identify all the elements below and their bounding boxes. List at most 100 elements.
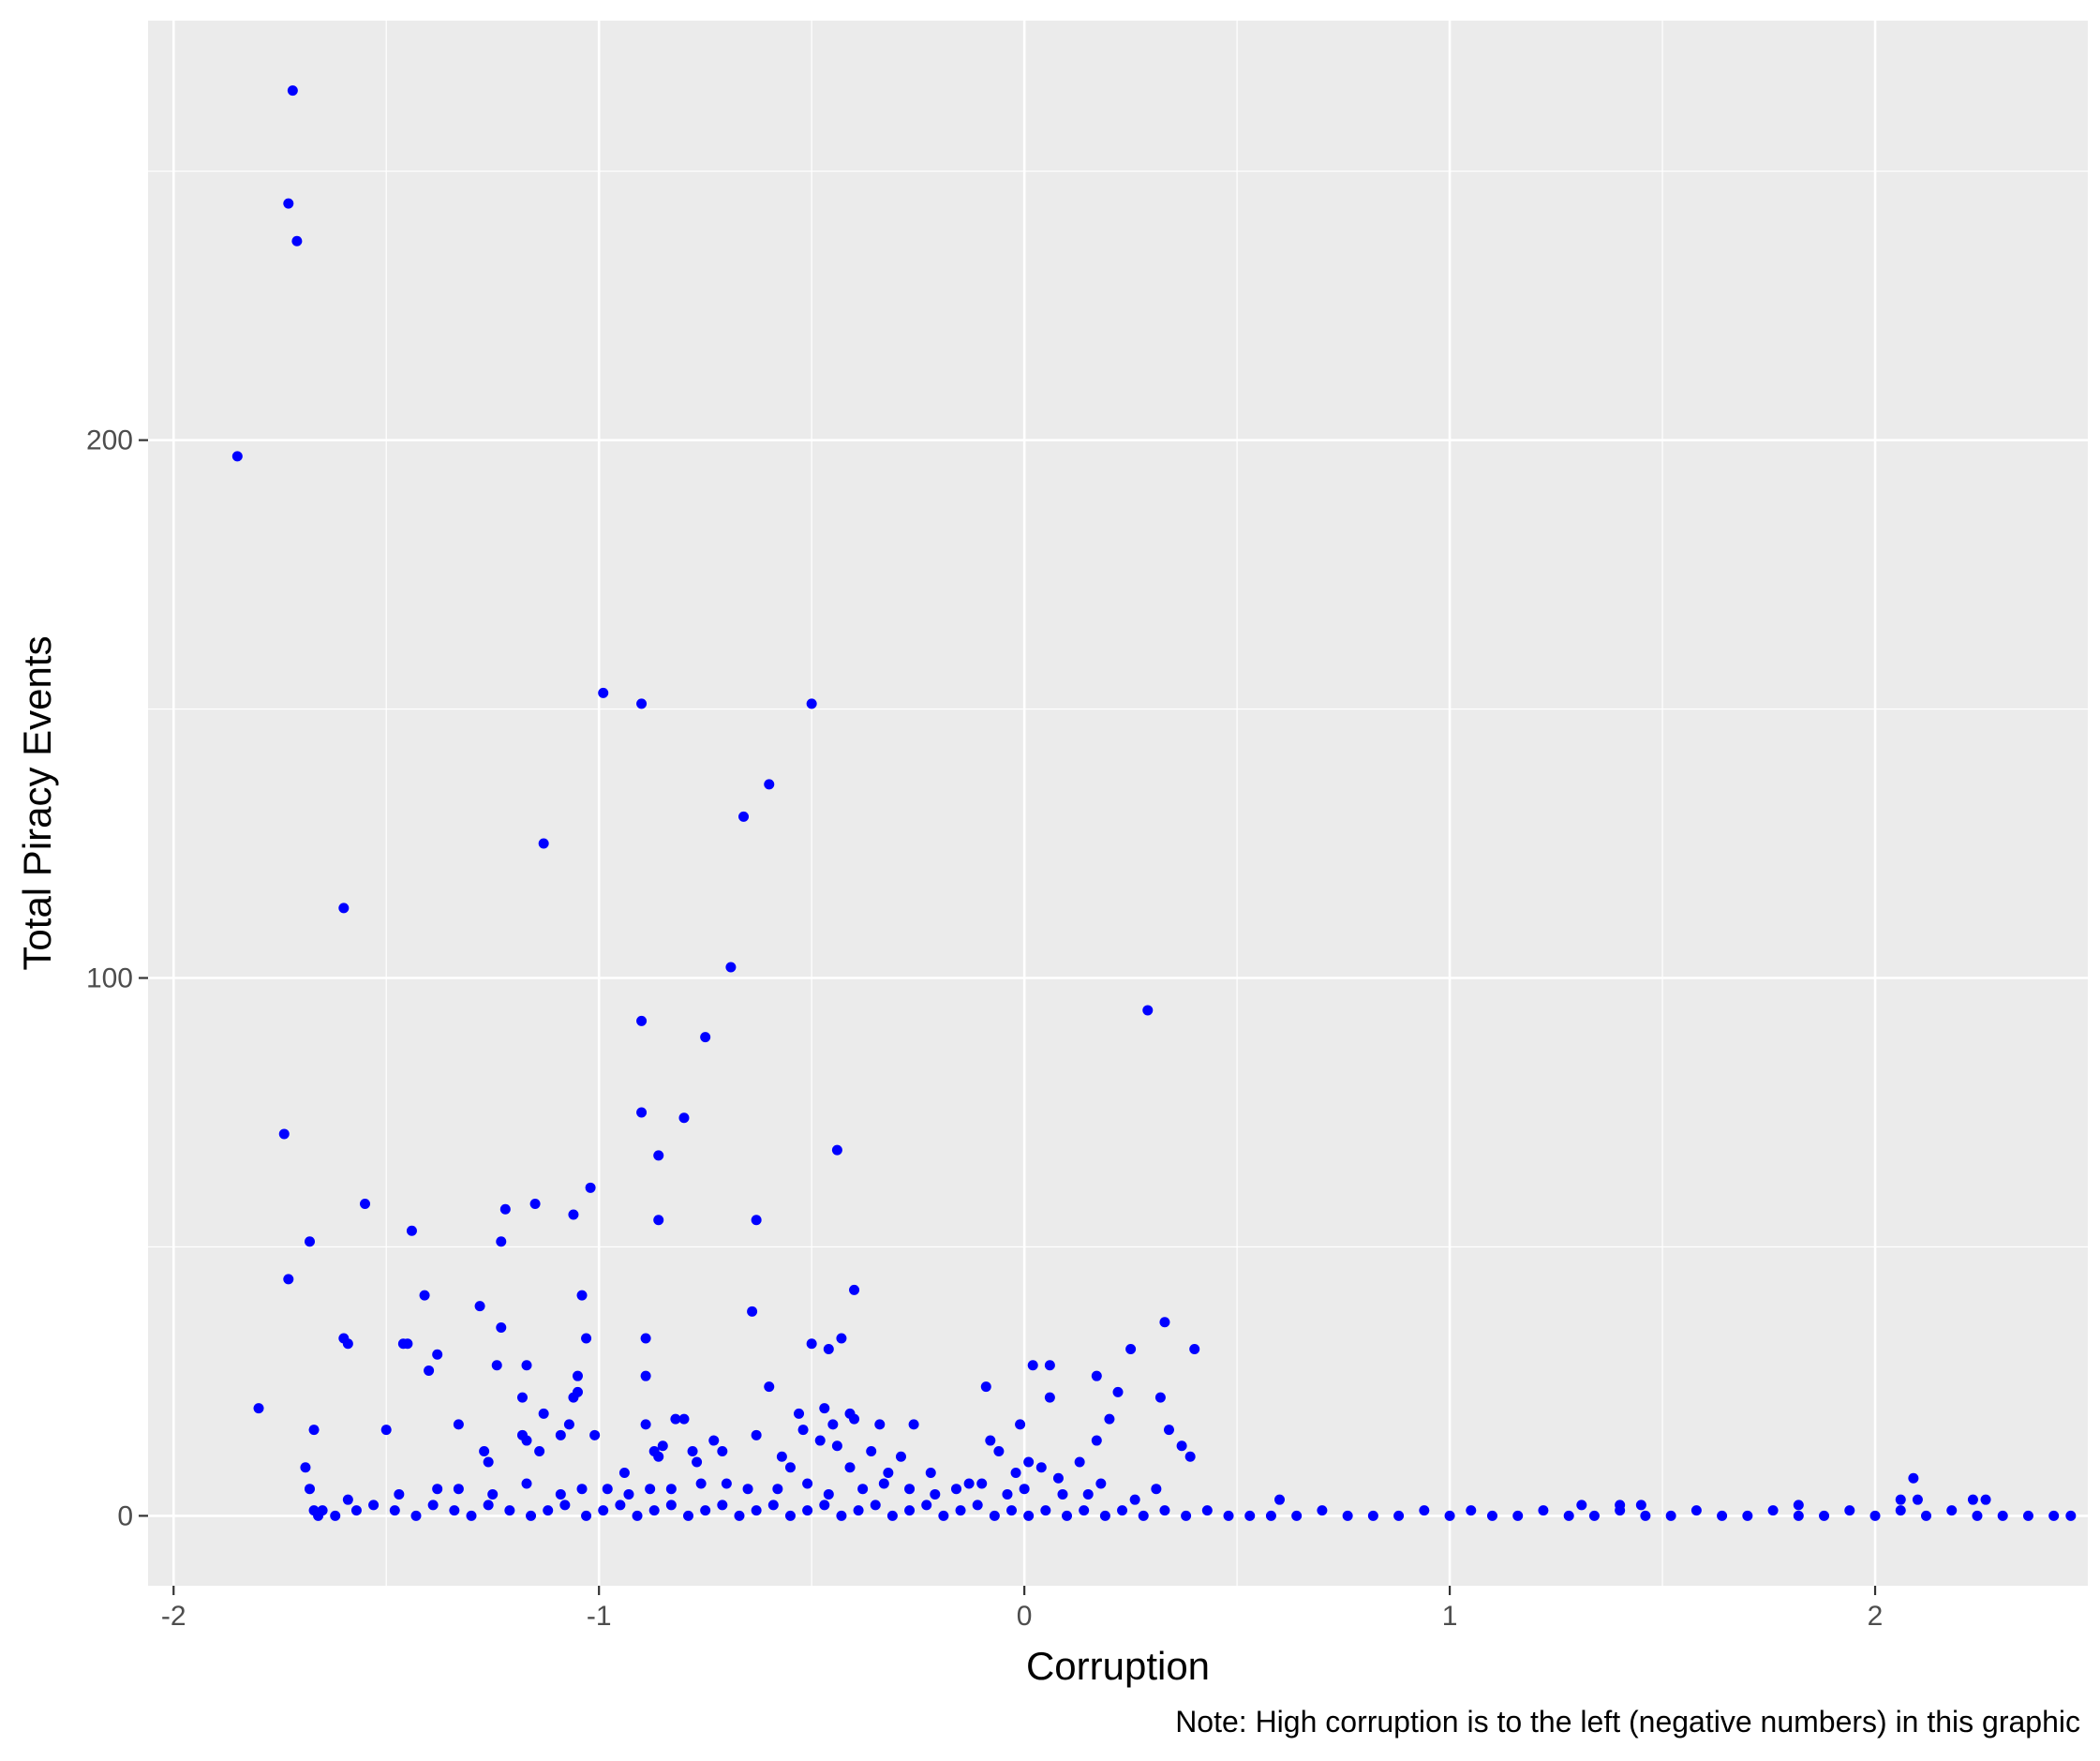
data-point	[665, 1500, 677, 1511]
data-point	[1099, 1510, 1110, 1521]
x-tick-label: -1	[587, 1601, 612, 1632]
data-point	[683, 1510, 694, 1521]
data-point	[1181, 1510, 1192, 1521]
data-point	[1946, 1505, 1958, 1516]
data-point	[1015, 1419, 1026, 1430]
data-point	[2022, 1510, 2033, 1521]
data-point	[283, 1274, 294, 1285]
data-point	[640, 1419, 651, 1430]
data-point	[784, 1462, 796, 1473]
data-point	[636, 698, 648, 709]
data-point	[794, 1408, 805, 1419]
data-point	[496, 1236, 507, 1247]
data-point	[784, 1510, 796, 1521]
data-point	[836, 1333, 847, 1344]
data-point	[972, 1500, 983, 1511]
data-point	[1104, 1413, 1115, 1425]
data-point	[980, 1381, 991, 1393]
data-point	[657, 1440, 668, 1452]
data-point	[402, 1338, 413, 1350]
data-point	[925, 1467, 936, 1478]
data-point	[1690, 1505, 1702, 1516]
data-point	[568, 1209, 579, 1220]
chart-caption: Note: High corruption is to the left (ne…	[1175, 1705, 2080, 1739]
data-point	[389, 1505, 400, 1516]
data-point	[904, 1484, 916, 1495]
data-point	[1921, 1510, 1931, 1521]
data-point	[253, 1403, 264, 1414]
data-point	[1062, 1510, 1073, 1521]
data-point	[853, 1505, 864, 1516]
data-point	[1419, 1505, 1430, 1516]
data-point	[432, 1484, 443, 1495]
data-point	[305, 1236, 315, 1247]
data-point	[538, 838, 549, 849]
data-point	[764, 779, 775, 790]
data-point	[908, 1419, 919, 1430]
data-point	[1466, 1505, 1477, 1516]
data-point	[1010, 1467, 1021, 1478]
data-point	[1057, 1488, 1068, 1500]
data-point	[1342, 1510, 1353, 1521]
data-point	[589, 1429, 601, 1440]
data-point	[602, 1484, 613, 1495]
data-point	[751, 1215, 762, 1226]
data-point	[764, 1381, 775, 1393]
data-point	[895, 1451, 906, 1462]
data-point	[287, 85, 298, 97]
data-point	[1486, 1510, 1497, 1521]
data-point	[653, 1451, 664, 1462]
data-point	[976, 1478, 988, 1489]
data-point	[993, 1446, 1005, 1457]
data-point	[725, 962, 737, 973]
data-point	[526, 1510, 537, 1521]
data-point	[717, 1446, 728, 1457]
data-point	[1393, 1510, 1405, 1521]
data-point	[1189, 1343, 1200, 1354]
data-point	[1223, 1510, 1234, 1521]
data-point	[721, 1478, 732, 1489]
data-point	[618, 1467, 630, 1478]
data-point	[836, 1510, 847, 1521]
data-point	[449, 1505, 460, 1516]
data-point	[751, 1429, 762, 1440]
data-point	[802, 1505, 813, 1516]
data-point	[1895, 1505, 1906, 1516]
data-point	[521, 1435, 532, 1446]
data-point	[1972, 1510, 1983, 1521]
data-point	[831, 1440, 842, 1452]
data-point	[1159, 1505, 1170, 1516]
data-point	[738, 811, 750, 822]
data-point	[1091, 1435, 1102, 1446]
data-point	[300, 1462, 311, 1473]
data-point	[1793, 1500, 1804, 1511]
data-point	[1044, 1360, 1055, 1371]
data-point	[904, 1505, 916, 1516]
data-point	[742, 1484, 753, 1495]
data-point	[453, 1484, 464, 1495]
data-point	[291, 235, 303, 246]
data-point	[406, 1225, 417, 1236]
data-point	[1027, 1360, 1038, 1371]
data-point	[419, 1290, 430, 1301]
data-point	[866, 1446, 877, 1457]
data-point	[692, 1456, 703, 1468]
x-tick-label: -2	[161, 1601, 186, 1632]
data-point	[615, 1500, 626, 1511]
data-point	[645, 1484, 656, 1495]
data-point	[576, 1290, 588, 1301]
data-point	[342, 1494, 353, 1505]
data-point	[938, 1510, 949, 1521]
data-point	[1023, 1456, 1035, 1468]
data-point	[797, 1425, 809, 1436]
data-point	[1563, 1510, 1574, 1521]
data-point	[491, 1360, 502, 1371]
data-point	[874, 1419, 886, 1430]
x-tick-label: 2	[1868, 1601, 1884, 1632]
data-point	[410, 1510, 422, 1521]
data-point	[1138, 1510, 1149, 1521]
data-point	[1035, 1462, 1047, 1473]
data-point	[632, 1510, 643, 1521]
data-point	[653, 1150, 664, 1161]
